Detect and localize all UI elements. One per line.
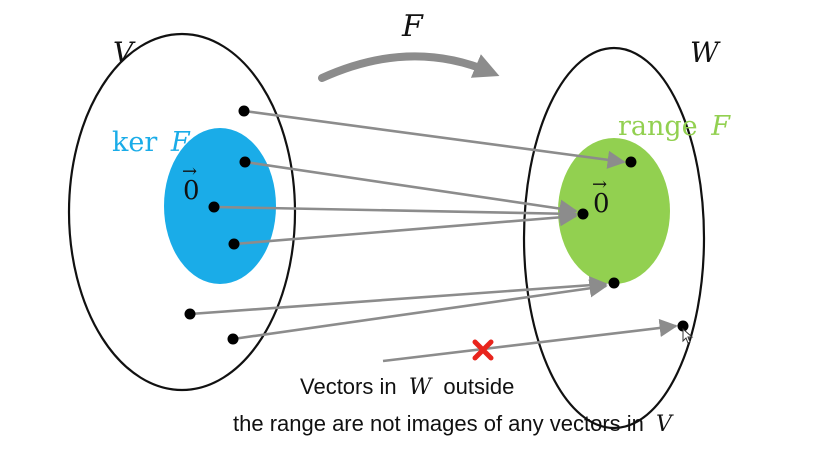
map-label: F (401, 9, 424, 44)
vector-arrow-icon: → (592, 174, 607, 195)
caption-line-2-symbol: V (656, 412, 674, 437)
mapping-arrow (214, 204, 578, 223)
mapping-arrow (189, 276, 608, 316)
invalid-mapping-arrow (382, 318, 678, 363)
zero-vector-label-domain: → 0 (182, 161, 200, 206)
codomain-zero-point (577, 208, 589, 220)
domain-zero-point (208, 201, 220, 213)
caption-line-2: the range are not images of any vectors … (233, 411, 674, 437)
caption-line-1-suffix: outside (443, 374, 514, 399)
zero-symbol: 0 (593, 189, 610, 219)
caption-line-1-prefix: Vectors in (300, 374, 397, 399)
mapping-arrow (243, 109, 626, 169)
kernel-word: ker (112, 127, 157, 158)
domain-point (239, 156, 251, 168)
codomain-set-w (522, 46, 706, 430)
domain-point (227, 333, 239, 345)
vector-points (184, 105, 689, 345)
domain-point (238, 105, 250, 117)
domain-set-v (67, 32, 297, 392)
caption-line-1-symbol: W (409, 375, 434, 400)
range-symbol: F (710, 111, 731, 142)
vector-arrow-icon: → (182, 161, 197, 182)
range-point (625, 156, 637, 168)
mapping-arrows (189, 109, 678, 363)
zero-vector-label-codomain: → 0 (592, 174, 610, 219)
range-point (608, 277, 620, 289)
kernel-symbol: F (170, 127, 191, 158)
range-word: range (618, 111, 698, 142)
domain-label: V (113, 36, 136, 69)
cross-icon (472, 339, 494, 361)
domain-point (228, 238, 240, 250)
mouse-pointer-icon (682, 327, 694, 344)
mapping-arrow (232, 279, 608, 341)
codomain-label: W (690, 36, 721, 69)
map-arrow-icon (318, 52, 500, 82)
zero-symbol: 0 (183, 176, 200, 206)
mapping-arrow (233, 208, 578, 246)
range-label: range F (618, 111, 731, 142)
mapping-arrow (244, 160, 578, 218)
range-region (558, 138, 670, 284)
kernel-label: ker F (112, 127, 191, 158)
codomain-point-outside-range (677, 320, 689, 332)
caption-line-1: Vectors in W outside (300, 374, 514, 400)
caption-line-2-prefix: the range are not images of any vectors … (233, 411, 644, 436)
domain-point (184, 308, 196, 320)
